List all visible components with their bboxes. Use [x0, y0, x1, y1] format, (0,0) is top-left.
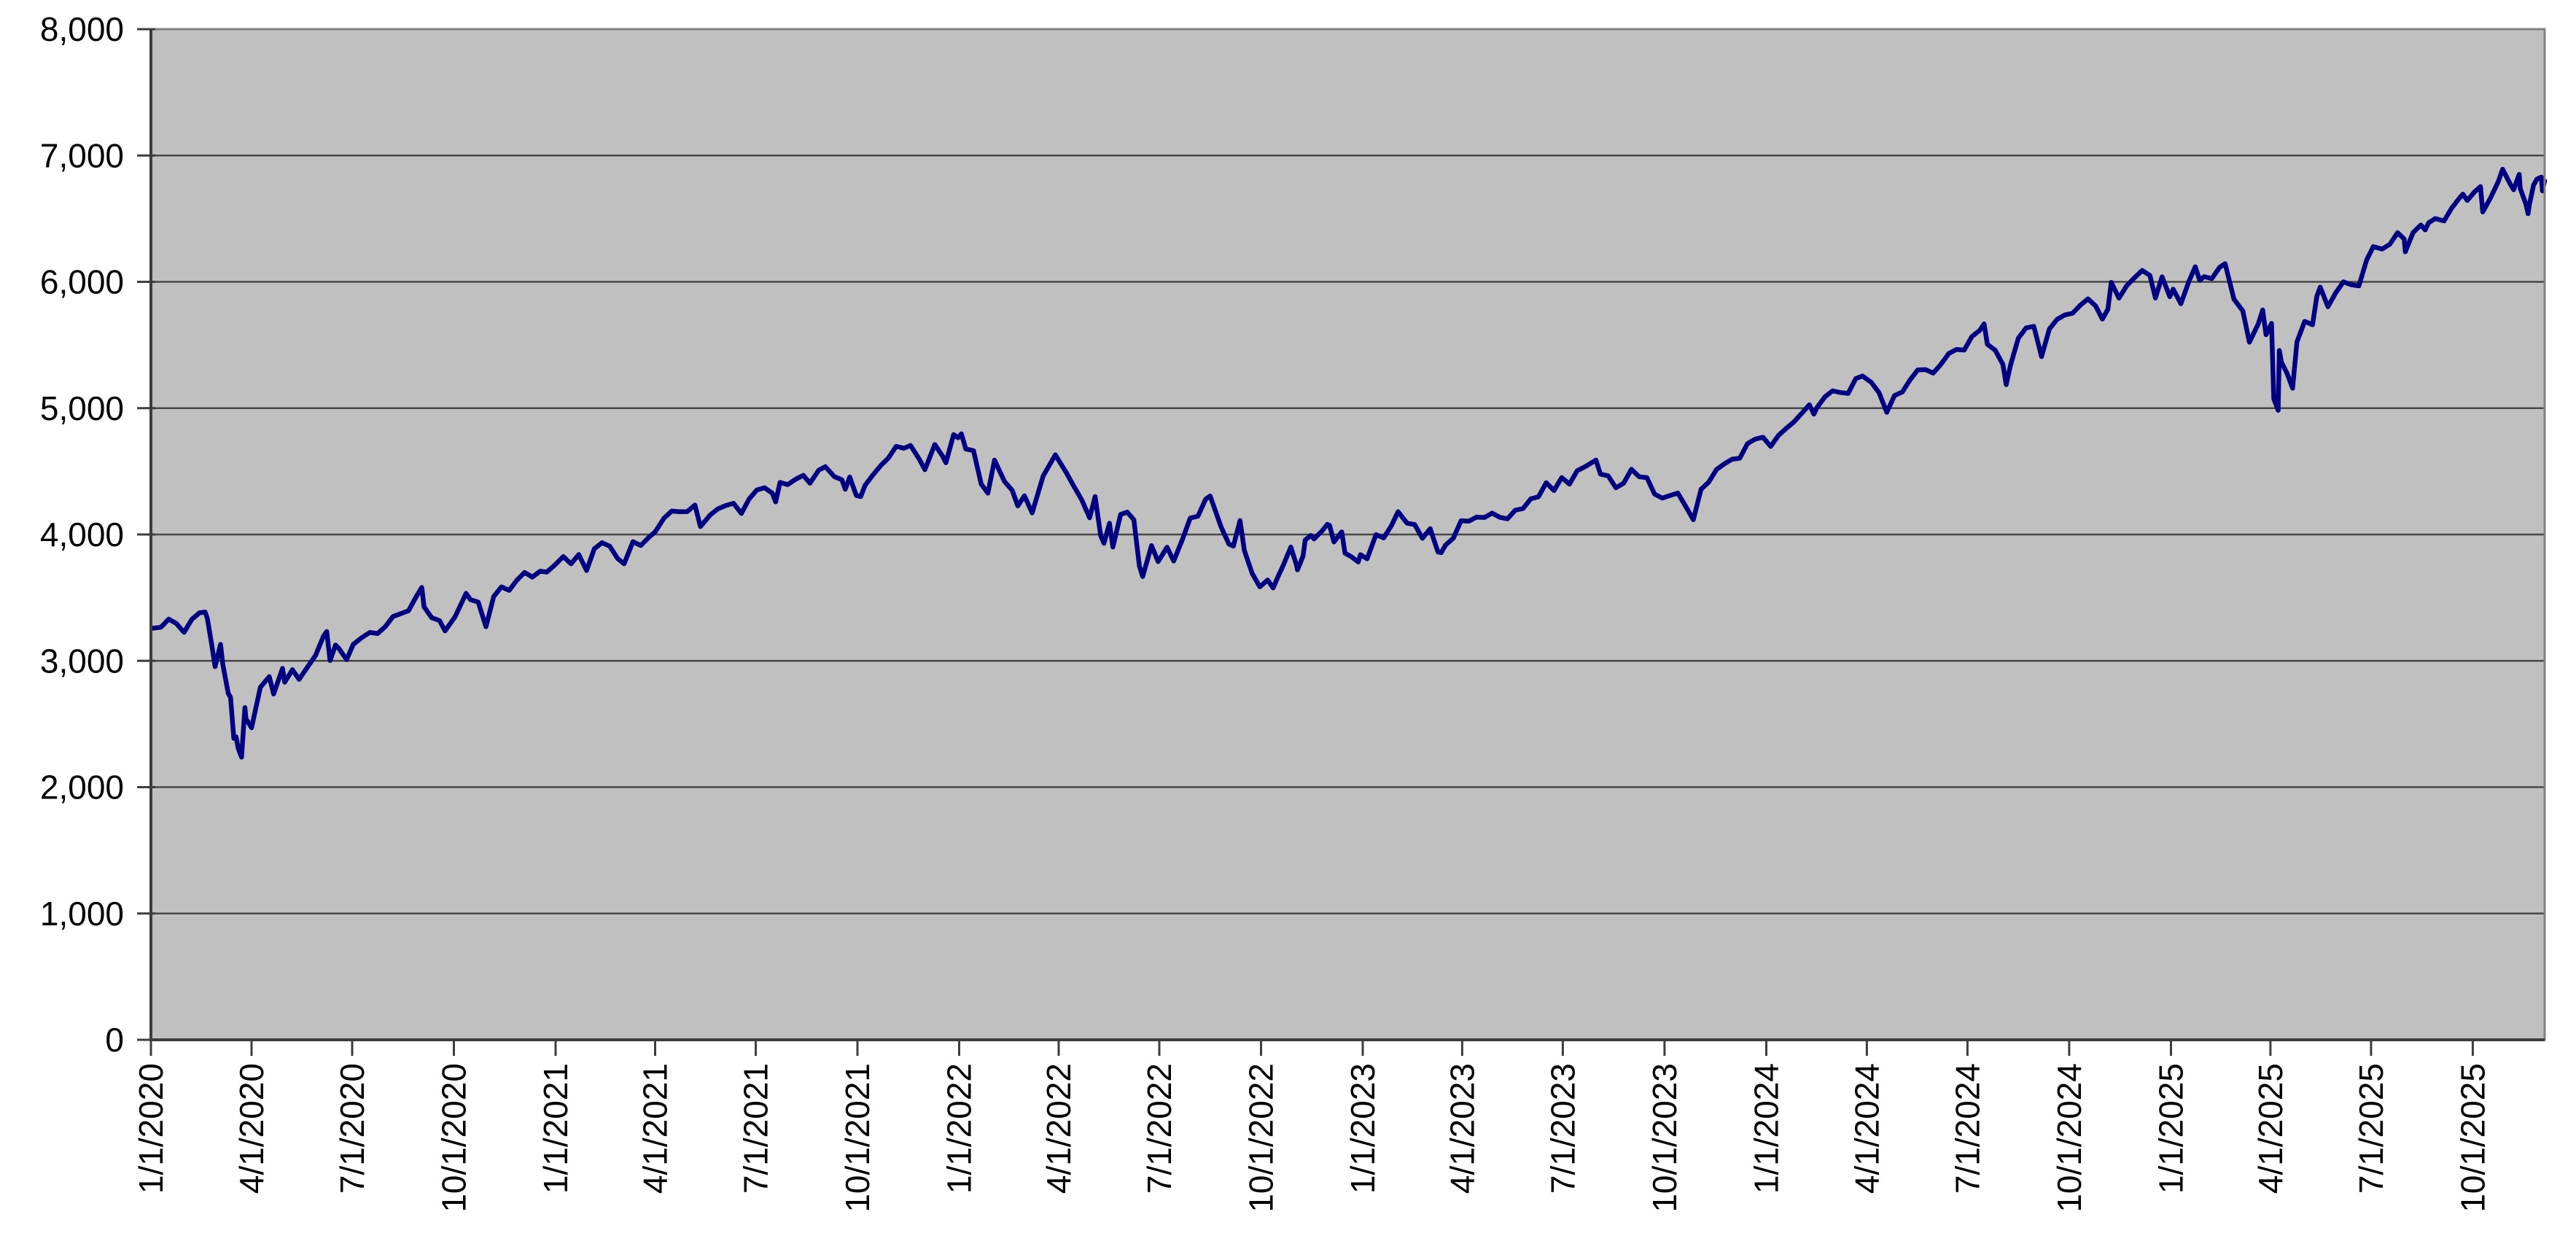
x-axis-tick-label: 1/1/2022	[941, 1063, 978, 1194]
y-axis-tick-label: 3,000	[40, 642, 124, 680]
price-line-series	[149, 166, 2548, 760]
x-axis-tick-label: 10/1/2023	[1646, 1063, 1684, 1213]
x-axis-tick-label: 7/1/2021	[737, 1063, 775, 1194]
x-axis-tick-label: 7/1/2020	[333, 1063, 371, 1194]
x-axis-tick-label: 7/1/2023	[1544, 1063, 1581, 1194]
x-axis-tick-label: 4/1/2023	[1443, 1063, 1481, 1194]
x-axis-tick-label: 7/1/2025	[2352, 1063, 2390, 1194]
x-axis-tick-label: 1/1/2024	[1748, 1063, 1786, 1194]
y-axis-tick-label: 6,000	[40, 263, 124, 301]
y-axis-tick-label: 2,000	[40, 769, 124, 806]
y-axis-tick-label: 4,000	[40, 516, 124, 553]
y-axis-tick-label: 0	[105, 1021, 124, 1059]
x-axis-tick-label: 1/1/2020	[132, 1063, 170, 1194]
x-axis-tick-label: 1/1/2021	[537, 1063, 575, 1194]
x-axis-tick-label: 10/1/2025	[2454, 1063, 2491, 1213]
x-axis-tick-label: 10/1/2024	[2050, 1063, 2088, 1213]
y-axis-tick-label: 1,000	[40, 895, 124, 933]
x-axis-tick-label: 4/1/2024	[1848, 1063, 1886, 1194]
x-axis-tick-label: 4/1/2022	[1040, 1063, 1078, 1194]
y-axis-tick-label: 8,000	[40, 10, 124, 48]
x-axis-tick-label: 10/1/2020	[435, 1063, 473, 1213]
x-axis-tick-label: 4/1/2021	[637, 1063, 674, 1194]
x-axis-tick-label: 7/1/2024	[1948, 1063, 1986, 1194]
x-axis-tick-label: 10/1/2022	[1242, 1063, 1280, 1213]
x-axis-tick-label: 1/1/2025	[2152, 1063, 2190, 1194]
x-axis-tick-label: 4/1/2020	[233, 1063, 271, 1194]
x-axis-tick-label: 1/1/2023	[1344, 1063, 1382, 1194]
x-axis-tick-label: 10/1/2021	[838, 1063, 876, 1213]
x-axis-tick-label: 4/1/2025	[2252, 1063, 2289, 1194]
x-axis-tick-label: 7/1/2022	[1140, 1063, 1178, 1194]
y-axis-tick-label: 7,000	[40, 136, 124, 174]
y-axis-tick-label: 5,000	[40, 389, 124, 427]
